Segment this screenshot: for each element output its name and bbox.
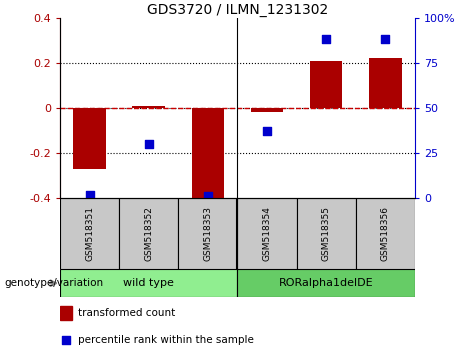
Bar xyxy=(237,269,415,297)
Point xyxy=(145,141,152,147)
Bar xyxy=(296,198,356,269)
Bar xyxy=(237,198,296,269)
Text: GSM518355: GSM518355 xyxy=(322,206,331,261)
Bar xyxy=(251,108,283,113)
Bar xyxy=(178,198,237,269)
Text: percentile rank within the sample: percentile rank within the sample xyxy=(77,335,254,345)
Point xyxy=(263,129,271,134)
Bar xyxy=(119,198,178,269)
Point xyxy=(204,194,212,199)
Point xyxy=(86,192,93,198)
Text: RORalpha1delDE: RORalpha1delDE xyxy=(279,278,373,288)
Text: GSM518351: GSM518351 xyxy=(85,206,94,261)
Text: GSM518354: GSM518354 xyxy=(262,206,272,261)
Bar xyxy=(369,58,402,108)
Text: GSM518356: GSM518356 xyxy=(381,206,390,261)
Text: transformed count: transformed count xyxy=(77,308,175,318)
Bar xyxy=(356,198,415,269)
Point xyxy=(382,36,389,42)
Point xyxy=(322,36,330,42)
Bar xyxy=(60,198,119,269)
Bar xyxy=(60,306,72,320)
Title: GDS3720 / ILMN_1231302: GDS3720 / ILMN_1231302 xyxy=(147,3,328,17)
Bar xyxy=(60,269,237,297)
Bar xyxy=(132,106,165,108)
Bar xyxy=(192,108,224,198)
Text: genotype/variation: genotype/variation xyxy=(5,278,104,288)
Text: GSM518352: GSM518352 xyxy=(144,206,153,261)
Bar xyxy=(73,108,106,169)
Point xyxy=(63,337,70,343)
Text: GSM518353: GSM518353 xyxy=(203,206,213,261)
Bar xyxy=(310,61,343,108)
Text: wild type: wild type xyxy=(123,278,174,288)
